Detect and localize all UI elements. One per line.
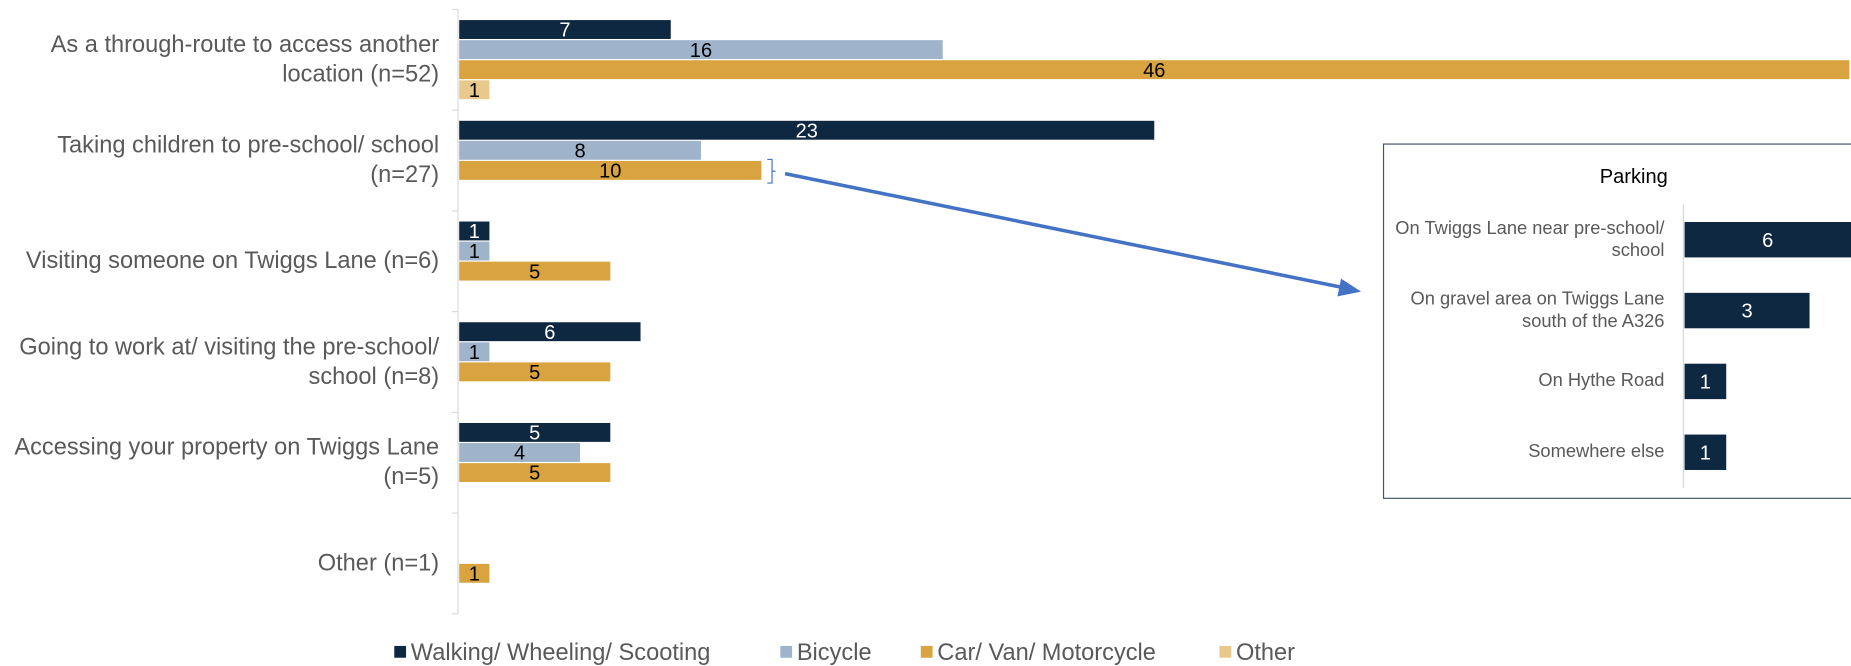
category-label: On Twiggs Lane near pre-school/ school bbox=[1395, 218, 1665, 261]
bar bbox=[459, 342, 490, 362]
bar bbox=[459, 241, 490, 261]
bar bbox=[459, 40, 943, 60]
data-label: 6 bbox=[1762, 230, 1773, 252]
category-label-box: Visiting someone on Twiggs Lane (n=6) bbox=[25, 247, 440, 274]
bar bbox=[459, 80, 490, 100]
category-label-box: On gravel area on Twiggs Lane south of t… bbox=[1410, 288, 1665, 332]
bar bbox=[459, 60, 1850, 80]
legend-swatch bbox=[920, 645, 933, 658]
category-label: As a through-route to access another loc… bbox=[50, 31, 440, 87]
bar bbox=[459, 261, 611, 281]
data-label: 1 bbox=[469, 563, 480, 585]
data-label: 3 bbox=[1741, 301, 1752, 323]
bar bbox=[1684, 292, 1810, 329]
bar bbox=[459, 120, 1155, 140]
data-label: 4 bbox=[514, 443, 525, 465]
bracket bbox=[767, 158, 776, 184]
category-label: Going to work at/ visiting the pre-schoo… bbox=[19, 333, 440, 390]
category-label: Taking children to pre-school/ school (n… bbox=[57, 132, 440, 188]
bar bbox=[459, 140, 701, 160]
legend-swatch bbox=[1219, 645, 1232, 658]
category-label-box: Going to work at/ visiting the pre-schoo… bbox=[19, 333, 440, 390]
data-label: 1 bbox=[469, 342, 480, 364]
bar bbox=[1684, 222, 1851, 258]
callout-arrow bbox=[784, 171, 1347, 290]
data-label: 7 bbox=[559, 20, 570, 42]
bar bbox=[1684, 434, 1727, 470]
data-label: 6 bbox=[544, 322, 555, 344]
data-label: 46 bbox=[1143, 60, 1165, 82]
legend-label: Walking/ Wheeling/ Scooting bbox=[411, 640, 711, 666]
bar bbox=[459, 362, 611, 382]
category-label-box: As a through-route to access another loc… bbox=[50, 31, 440, 87]
bar bbox=[459, 160, 762, 180]
data-label: 8 bbox=[575, 141, 586, 163]
data-label: 23 bbox=[796, 120, 818, 142]
category-label-box: On Twiggs Lane near pre-school/ school bbox=[1395, 218, 1665, 261]
category-label: Accessing your property on Twiggs Lane (… bbox=[14, 434, 440, 490]
data-label: 16 bbox=[690, 40, 712, 62]
legend-label: Car/ Van/ Motorcycle bbox=[937, 640, 1156, 666]
bar bbox=[1684, 363, 1727, 400]
category-label: Other (n=1) bbox=[317, 549, 440, 576]
arrow-head bbox=[1337, 278, 1362, 297]
category-label-box: Taking children to pre-school/ school (n… bbox=[57, 132, 440, 188]
data-label: 1 bbox=[1700, 372, 1711, 394]
legend-label: Other bbox=[1236, 640, 1295, 666]
data-label: 5 bbox=[529, 261, 540, 283]
inset-title: Parking bbox=[1600, 166, 1668, 188]
data-label: 5 bbox=[529, 423, 540, 445]
category-label: On Hythe Road bbox=[1538, 371, 1665, 392]
data-label: 1 bbox=[469, 80, 480, 102]
category-label: Visiting someone on Twiggs Lane (n=6) bbox=[25, 247, 440, 274]
category-label-box: Accessing your property on Twiggs Lane (… bbox=[14, 434, 440, 490]
category-label-box: Somewhere else bbox=[1528, 442, 1665, 463]
data-label: 5 bbox=[529, 463, 540, 485]
data-label: 1 bbox=[1700, 442, 1711, 464]
bar bbox=[459, 463, 611, 483]
legend-swatch bbox=[780, 645, 793, 658]
bar bbox=[459, 422, 611, 442]
data-label: 5 bbox=[529, 362, 540, 384]
category-label: On gravel area on Twiggs Lane south of t… bbox=[1410, 288, 1665, 332]
category-label: Somewhere else bbox=[1528, 442, 1665, 463]
data-label: 1 bbox=[469, 241, 480, 263]
category-label-box: On Hythe Road bbox=[1538, 371, 1665, 392]
data-label: 1 bbox=[469, 221, 480, 243]
data-label: 10 bbox=[599, 161, 621, 183]
legend-swatch bbox=[394, 645, 407, 658]
bar bbox=[459, 563, 490, 583]
bar bbox=[459, 443, 581, 462]
legend-label: Bicycle bbox=[797, 640, 872, 666]
category-label-box: Other (n=1) bbox=[317, 549, 440, 576]
bar bbox=[459, 322, 641, 342]
bar bbox=[459, 221, 490, 241]
bar bbox=[459, 20, 671, 39]
